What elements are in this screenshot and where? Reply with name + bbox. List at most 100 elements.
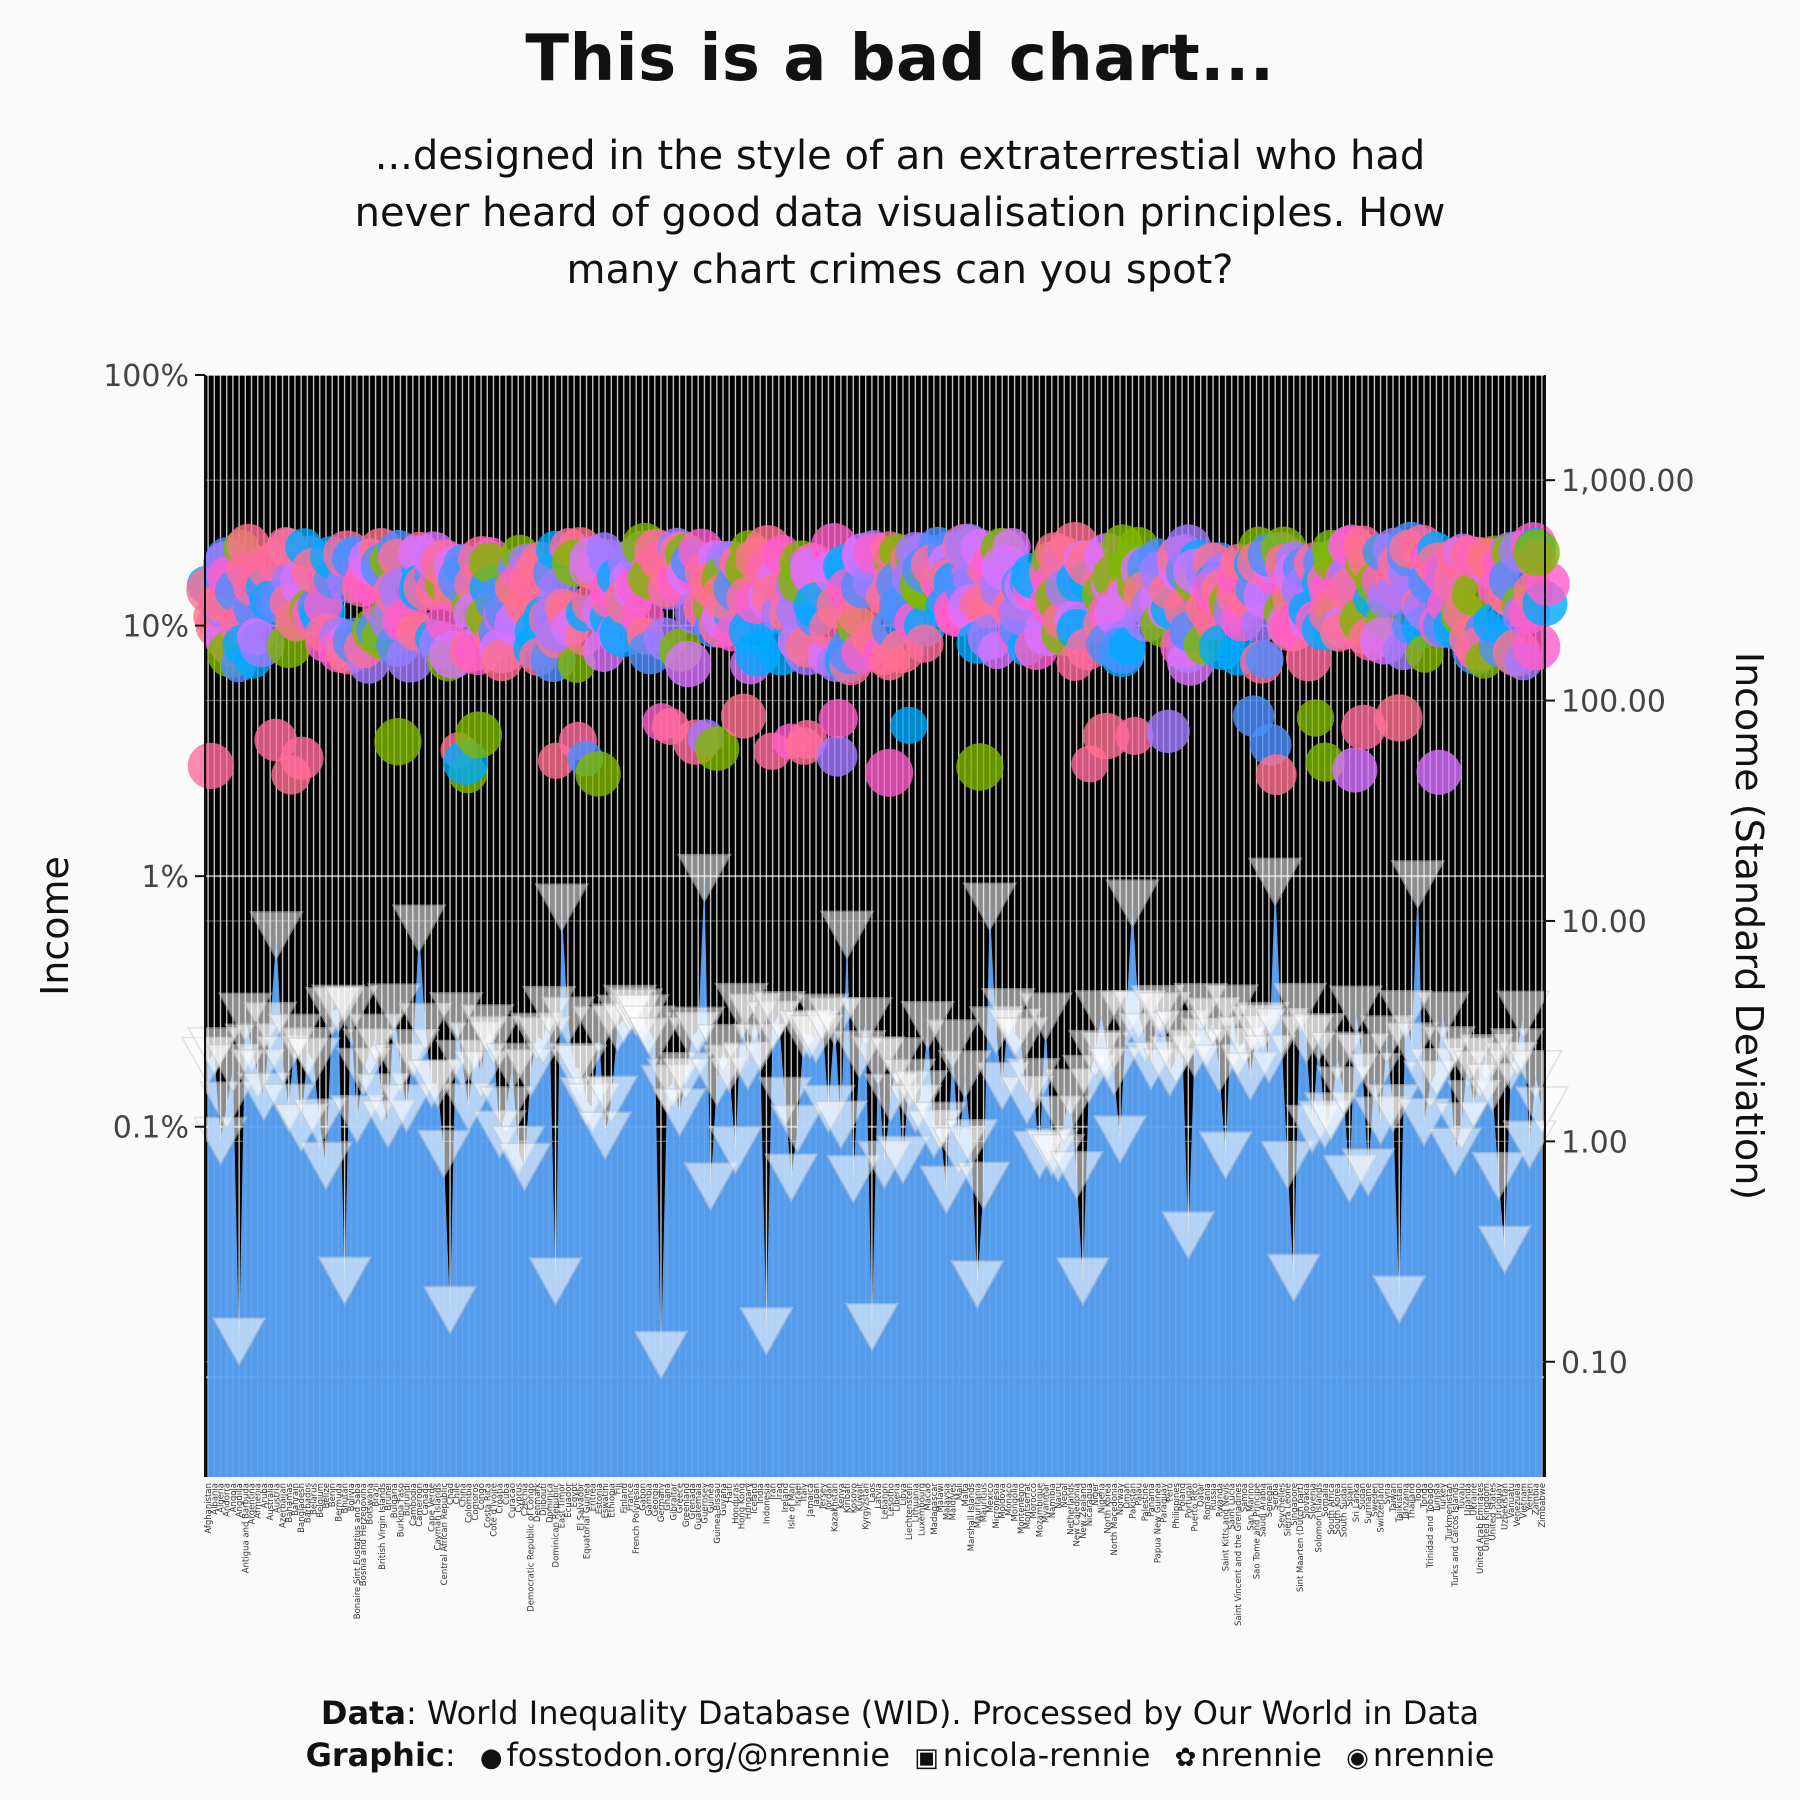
x-tick-label: Peru	[1166, 1483, 1176, 1502]
x-tick-label: South Africa	[1327, 1483, 1337, 1535]
x-tick-label: Thailand	[1408, 1483, 1418, 1521]
x-tick-label: Tajikistan	[1395, 1483, 1405, 1523]
x-tick-label: Lebanon	[880, 1483, 890, 1519]
x-tick-label: Afghanistan	[204, 1483, 214, 1534]
x-tick-label: Dominica	[545, 1483, 555, 1523]
x-tick-label: Mali	[955, 1483, 965, 1500]
x-tick-label: Romania	[1203, 1483, 1213, 1520]
x-tick-label: Palestine	[1141, 1483, 1151, 1521]
linkedin-icon: ▣	[914, 1743, 939, 1773]
sd-triangle-112	[875, 1135, 931, 1185]
y-axis-title-left: Income	[33, 856, 77, 996]
caption-github[interactable]: nrennie	[1372, 1736, 1495, 1774]
y-axis-title-right: Income (Standard Deviation)	[1727, 652, 1771, 1200]
x-tick-label: Mozambique	[1035, 1483, 1045, 1537]
sd-triangle-187	[1340, 1148, 1396, 1198]
sd-triangle-164	[1198, 1131, 1253, 1181]
x-tick-label: Malawi	[936, 1483, 946, 1512]
x-tick-label: Oman	[1122, 1483, 1132, 1509]
x-tick-label: Uruguay	[1494, 1483, 1504, 1519]
x-tick-label: Puerto Rico	[1190, 1483, 1200, 1531]
x-tick-label: Tonga	[1420, 1483, 1430, 1509]
x-tick-label: Liechtenstein	[905, 1483, 915, 1540]
income-point-43-1	[455, 711, 503, 759]
x-tick-label: Bhutan	[341, 1483, 351, 1514]
income-point-31-1	[374, 717, 422, 766]
sd-triangle-158	[1161, 1211, 1216, 1261]
x-tick-label: Samoa	[1240, 1483, 1250, 1512]
x-tick-label: Djibouti	[539, 1483, 549, 1516]
x-tick-label: Eritrea	[589, 1483, 599, 1511]
x-tick-label: North Macedonia	[1110, 1483, 1120, 1555]
sd-triangle-81	[683, 1162, 738, 1212]
x-tick-label: Saint Kitts and Nevis	[1222, 1482, 1232, 1571]
x-tick-label: Niger	[1091, 1482, 1101, 1505]
x-tick-label: Panama	[1147, 1483, 1157, 1517]
sd-triangle-120	[925, 1019, 980, 1069]
x-tick-label: Greece	[676, 1483, 686, 1513]
sd-triangle-23	[323, 985, 379, 1035]
sd-triangle-32	[379, 1084, 434, 1134]
sd-area	[208, 878, 1542, 1477]
x-tick-label: Jamaica	[806, 1483, 816, 1517]
y-tick-label-right: 1,000.00	[1561, 464, 1695, 499]
x-tick-label: Sierra Leone	[1284, 1483, 1294, 1536]
x-tick-label: Libya	[899, 1483, 909, 1506]
x-tick-label: Togo	[1414, 1483, 1424, 1504]
income-point-115-2	[905, 624, 944, 663]
sd-triangle-104	[826, 1155, 881, 1205]
x-tick-label: Namibia	[1048, 1483, 1058, 1518]
x-tick-label: Honduras	[731, 1482, 741, 1523]
caption-linkedin[interactable]: nicola-rennie	[942, 1736, 1151, 1774]
caption-data-text: : World Inequality Database (WID). Proce…	[405, 1694, 1480, 1732]
x-tick-label: Italy	[800, 1483, 810, 1501]
sd-triangle-5	[211, 1317, 267, 1367]
x-tick-label: Zambia	[1532, 1483, 1542, 1515]
sd-triangle-214	[1508, 1050, 1563, 1100]
x-tick-label: Belarus	[310, 1482, 320, 1515]
sd-triangle-56	[528, 1257, 583, 1307]
sd-triangle-27	[348, 1013, 403, 1063]
x-tick-label: South Korea	[1333, 1483, 1343, 1535]
sd-triangle-131	[993, 1017, 1049, 1067]
x-tick-label: Kazakhstan	[831, 1483, 841, 1532]
x-tick-label: Congo	[477, 1483, 487, 1510]
sd-triangle-57	[534, 883, 589, 933]
x-tick-label: Macao	[924, 1483, 934, 1511]
caption-bluesky[interactable]: nrennie	[1200, 1736, 1322, 1774]
x-tick-label: East Timor	[558, 1482, 568, 1528]
x-tick-label: Turkmenistan	[1445, 1483, 1455, 1541]
sd-triangle-72	[627, 1017, 683, 1067]
x-tick-label: Georgia	[651, 1483, 661, 1516]
x-tick-label: Sint Maarten (Dutch part)	[1296, 1483, 1306, 1592]
x-tick-label: Albania	[210, 1483, 220, 1515]
x-tick-label: Poland	[1178, 1483, 1188, 1511]
y-tick-label-right: 100.00	[1561, 685, 1666, 720]
x-tick-label: Syria	[1383, 1483, 1393, 1505]
x-tick-label: Costa Rica	[483, 1483, 493, 1528]
x-tick-label: Guyana	[719, 1483, 729, 1516]
sd-triangle-106	[838, 997, 893, 1047]
x-tick-label: Gambia	[645, 1483, 655, 1516]
sd-triangle-51	[497, 1142, 552, 1192]
x-tick-label: Austria	[272, 1483, 282, 1513]
x-tick-label: Nepal	[1060, 1483, 1070, 1508]
x-tick-label: Japan	[812, 1483, 822, 1508]
x-tick-label: Isle of Man	[787, 1483, 797, 1529]
x-tick-label: Moldova	[998, 1483, 1008, 1519]
x-tick-label: Montenegro	[1017, 1483, 1027, 1534]
sd-triangle-115	[894, 1070, 949, 1120]
sd-triangle-38	[416, 1129, 472, 1179]
x-tick-label: Chile	[452, 1483, 462, 1504]
caption-mastodon[interactable]: fosstodon.org/@nrennie	[506, 1736, 890, 1774]
sd-triangle-185	[1328, 985, 1384, 1035]
sd-triangle-140	[1049, 1150, 1104, 1200]
x-tick-label: Grenada	[688, 1483, 698, 1519]
income-point-150-1	[1115, 716, 1154, 756]
x-tick-label: Cuba	[502, 1483, 512, 1505]
income-point-101-0	[816, 735, 858, 777]
income-point-101-1	[818, 698, 858, 739]
x-tick-label: Jordan	[824, 1483, 834, 1511]
x-tick-label: Monaco	[1004, 1483, 1014, 1516]
income-point-124-0	[956, 743, 1004, 791]
